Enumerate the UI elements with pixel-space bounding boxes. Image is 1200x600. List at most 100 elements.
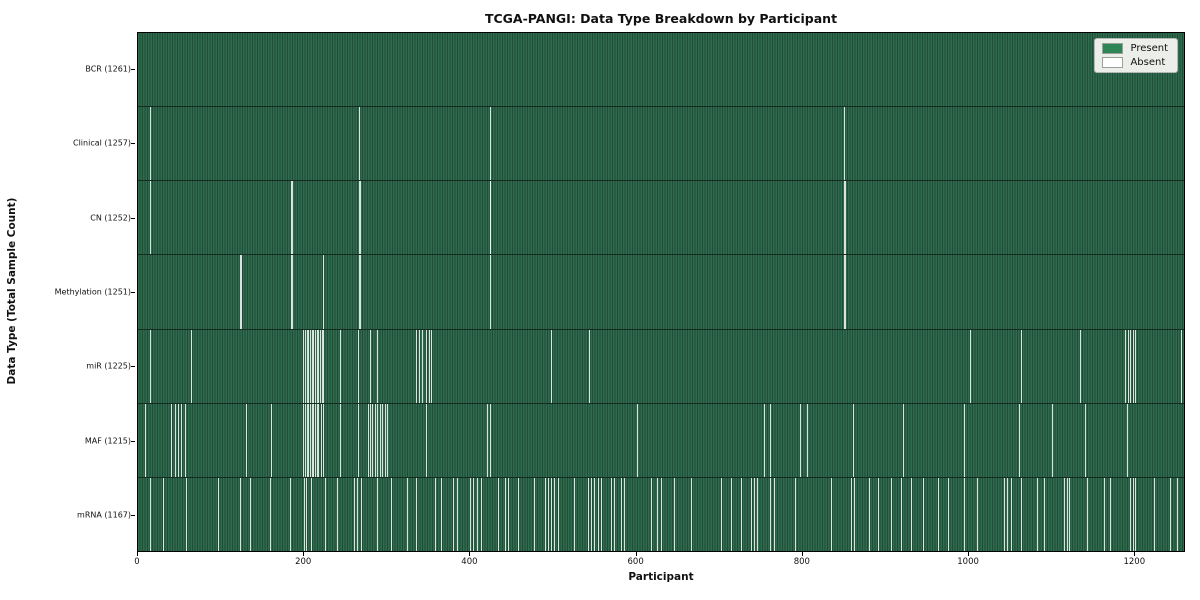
absent-line — [490, 403, 492, 477]
absent-line — [969, 329, 971, 403]
absent-line — [674, 477, 676, 551]
absent-line — [497, 477, 499, 551]
absent-line — [657, 477, 659, 551]
x-tick-label: 600 — [627, 557, 644, 567]
absent-line — [315, 329, 317, 403]
x-tick-label: 800 — [793, 557, 810, 567]
heatmap-row-clinical — [138, 107, 1184, 182]
y-tick-label: Clinical (1257) — [73, 138, 131, 148]
absent-line — [359, 181, 361, 255]
absent-line — [964, 403, 966, 477]
absent-line — [431, 329, 433, 403]
absent-line — [964, 477, 966, 551]
absent-line — [507, 477, 509, 551]
x-tick-mark — [801, 552, 803, 556]
absent-line — [316, 329, 318, 403]
absent-line — [425, 329, 427, 403]
absent-line — [379, 403, 381, 477]
heatmap-row-bcr — [138, 33, 1184, 108]
x-tick-mark — [1134, 552, 1136, 556]
absent-line — [1135, 329, 1137, 403]
absent-line — [869, 477, 871, 551]
absent-line — [305, 477, 307, 551]
y-tick-label: MAF (1215) — [84, 436, 131, 446]
absent-line — [1018, 403, 1020, 477]
absent-line — [360, 477, 362, 551]
absent-line — [290, 181, 292, 255]
absent-line — [310, 477, 312, 551]
absent-line — [1087, 477, 1089, 551]
absent-line — [422, 329, 424, 403]
absent-line — [434, 477, 436, 551]
absent-line — [1067, 477, 1069, 551]
absent-line — [171, 403, 173, 477]
absent-line — [291, 255, 293, 329]
legend-swatch-present — [1102, 43, 1124, 54]
y-tick-mark — [131, 514, 135, 516]
absent-line — [487, 403, 489, 477]
absent-line — [162, 477, 164, 551]
absent-line — [315, 403, 317, 477]
y-tick-mark — [131, 217, 135, 219]
absent-line — [382, 403, 384, 477]
absent-line — [321, 329, 323, 403]
absent-line — [1132, 477, 1134, 551]
absent-line — [316, 403, 318, 477]
absent-line — [320, 403, 322, 477]
absent-line — [303, 403, 305, 477]
absent-line — [472, 477, 474, 551]
absent-line — [660, 477, 662, 551]
absent-line — [1126, 403, 1128, 477]
absent-line — [359, 255, 361, 329]
absent-line — [323, 255, 325, 329]
x-tick-mark — [635, 552, 637, 556]
absent-line — [377, 477, 379, 551]
heatmap-row-cn — [138, 181, 1184, 256]
absent-line — [740, 477, 742, 551]
absent-line — [369, 329, 371, 403]
absent-line — [457, 477, 459, 551]
absent-line — [773, 477, 775, 551]
absent-line — [407, 477, 409, 551]
absent-line — [306, 403, 308, 477]
heatmap-row-mrna — [138, 477, 1184, 551]
absent-line — [590, 477, 592, 551]
absent-line — [313, 403, 315, 477]
absent-line — [320, 329, 321, 403]
absent-line — [144, 403, 146, 477]
absent-line — [305, 329, 307, 403]
absent-line — [310, 403, 312, 477]
absent-line — [534, 477, 536, 551]
absent-line — [416, 477, 418, 551]
absent-line — [250, 477, 252, 551]
y-tick-label: miR (1225) — [86, 361, 131, 371]
absent-line — [490, 181, 492, 255]
absent-line — [1052, 403, 1054, 477]
absent-line — [181, 403, 183, 477]
absent-line — [470, 477, 472, 551]
absent-line — [890, 477, 892, 551]
absent-line — [150, 181, 152, 255]
y-tick-label: CN (1252) — [90, 213, 131, 223]
legend-label: Present — [1130, 43, 1168, 54]
absent-line — [1037, 477, 1039, 551]
absent-line — [1063, 477, 1065, 551]
legend-swatch-absent — [1102, 57, 1124, 68]
absent-line — [1085, 403, 1087, 477]
absent-line — [730, 477, 732, 551]
absent-line — [650, 477, 652, 551]
absent-line — [306, 329, 308, 403]
absent-line — [489, 255, 491, 329]
absent-line — [418, 329, 420, 403]
y-tick-mark — [131, 440, 135, 442]
absent-line — [770, 403, 772, 477]
absent-line — [637, 403, 639, 477]
y-tick-mark — [131, 143, 135, 145]
absent-line — [308, 329, 310, 403]
absent-line — [854, 477, 856, 551]
absent-line — [358, 329, 360, 403]
x-tick-label: 400 — [461, 557, 478, 567]
absent-line — [303, 329, 305, 403]
absent-line — [191, 329, 193, 403]
absent-line — [902, 403, 904, 477]
